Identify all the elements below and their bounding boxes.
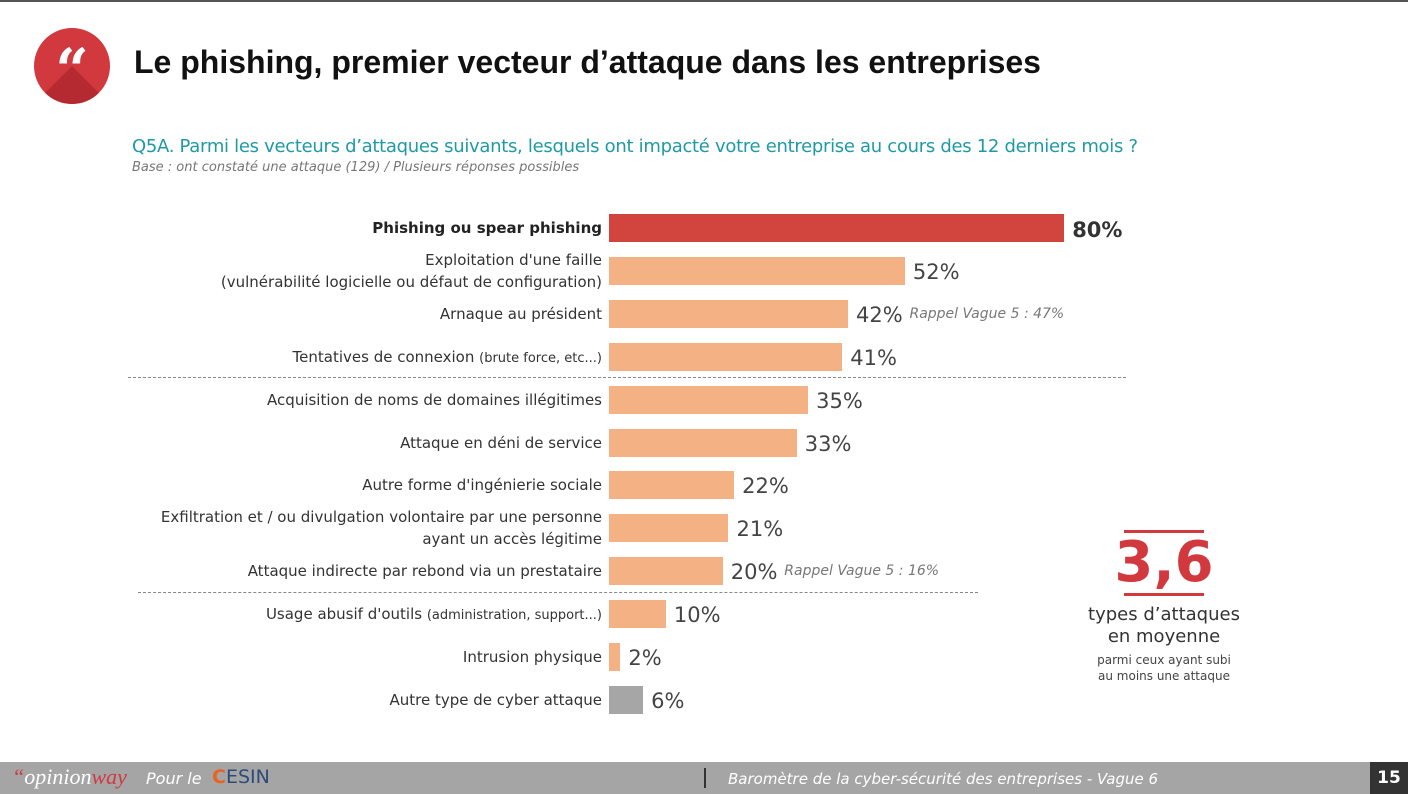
bar-value-label: 2%: [628, 646, 662, 670]
category-label: Arnaque au président: [440, 303, 602, 325]
bar: [609, 385, 809, 414]
category-label: Tentatives de connexion (brute force, et…: [293, 346, 602, 370]
logo-opinion: opinion: [24, 764, 92, 789]
bar: [609, 685, 644, 714]
group-separator: [138, 591, 978, 593]
average-value: 3,6: [1114, 530, 1214, 595]
category-label: Phishing ou spear phishing: [372, 217, 602, 239]
bar: [609, 299, 848, 328]
bar: [609, 600, 666, 629]
bar-value-label: 6%: [651, 688, 685, 713]
category-label-line2: ayant un accès légitime: [422, 530, 602, 549]
category-label-text: Exfiltration et / ou divulgation volonta…: [160, 508, 602, 527]
bar: [609, 342, 843, 371]
bar: [609, 471, 735, 500]
bar-value-label: 21%: [736, 517, 784, 542]
bar: [609, 643, 621, 671]
category-label-text: Tentatives de connexion (brute force, et…: [292, 347, 602, 366]
bar: [609, 214, 1065, 242]
cesin-rest: ESIN: [225, 766, 270, 788]
category-label: Autre forme d'ingénierie sociale: [362, 474, 602, 496]
rappel-note: Rappel Vague 5 : 16%: [784, 563, 940, 580]
quote-logo-icon: “: [34, 28, 110, 104]
bar-value-label: 80%: [1072, 218, 1123, 242]
cesin-logo: CESIN: [212, 766, 270, 788]
logo-way: way: [91, 764, 127, 789]
question-base: Base : ont constaté une attaque (129) / …: [132, 160, 580, 175]
category-label: Exploitation d'une faille (vulnérabilité …: [221, 249, 602, 293]
question-text: Q5A. Parmi les vecteurs d’attaques suiva…: [132, 136, 1138, 157]
category-label-text: Arnaque au président: [439, 304, 602, 323]
category-label-line2: (vulnérabilité logicielle ou défaut de c…: [220, 272, 602, 291]
category-label-text: Acquisition de noms de domaines illégiti…: [267, 390, 602, 409]
footer: “opinionway Pour le CESIN Baromètre de l…: [0, 762, 1408, 794]
bar-value-label: 41%: [850, 345, 897, 370]
bar-chart: Phishing ou spear phishing 80% Exploitatio…: [128, 214, 1126, 714]
bar: [609, 256, 905, 285]
category-label-text: Autre type de cyber attaque: [389, 690, 603, 709]
category-label: Attaque en déni de service: [400, 432, 602, 454]
bar: [609, 514, 729, 543]
average-line2: en moyenne: [1107, 626, 1221, 647]
rappel-note: Rappel Vague 5 : 47%: [909, 305, 1065, 322]
category-label-text: Phishing ou spear phishing: [372, 219, 602, 237]
bar-value-label: 20%: [730, 560, 778, 585]
category-label-text: Attaque en déni de service: [400, 433, 602, 452]
category-label: Attaque indirecte par rebond via un pres…: [248, 560, 602, 582]
average-top-rule: [1124, 530, 1204, 533]
category-label: Usage abusif d'outils (administration, s…: [266, 603, 602, 627]
bar: [609, 557, 723, 586]
opinionway-logo: “opinionway: [12, 764, 127, 790]
average-sub2: au moins une attaque: [1098, 669, 1230, 683]
bar: [609, 428, 797, 457]
category-label-text: Intrusion physique: [462, 648, 602, 666]
category-label-text: Exploitation d'une faille: [425, 250, 602, 269]
bar-value-label: 33%: [804, 431, 852, 456]
top-rule: [0, 0, 1408, 2]
category-label-small: (brute force, etc...): [479, 350, 602, 366]
barometer-text: Baromètre de la cyber-sécurité des entre…: [728, 770, 1159, 788]
cesin-c: C: [212, 766, 226, 788]
page-title: Le phishing, premier vecteur d’attaque d…: [134, 44, 1041, 80]
page-number: 15: [1370, 762, 1408, 794]
footer-separator: [704, 768, 706, 788]
bar-value-label: 22%: [742, 474, 789, 499]
average-line1: types d’attaques: [1088, 604, 1240, 625]
quote-glyph: “: [55, 36, 89, 104]
bar-value-label: 52%: [912, 259, 960, 284]
category-label: Intrusion physique: [463, 646, 602, 668]
pour-le-text: Pour le: [146, 769, 202, 788]
logo-quote: “: [12, 764, 25, 789]
category-label: Exfiltration et / ou divulgation volonta…: [161, 506, 602, 550]
category-label-text: Attaque indirecte par rebond via un pres…: [247, 562, 602, 581]
category-label: Acquisition de noms de domaines illégiti…: [267, 389, 602, 411]
category-label: Autre type de cyber attaque: [390, 689, 603, 711]
average-box: 3,6 types d’attaques en moyenne parmi ce…: [1080, 530, 1248, 684]
average-sub1: parmi ceux ayant subi: [1097, 653, 1231, 667]
category-label-text: Autre forme d'ingénierie sociale: [362, 476, 602, 495]
bar-value-label: 10%: [673, 603, 721, 628]
category-label-small: (administration, support...): [426, 608, 602, 624]
bar-value-label: 42%: [855, 302, 903, 327]
group-separator: [128, 377, 1126, 379]
bar-value-label: 35%: [816, 388, 863, 413]
category-label-text: Usage abusif d'outils (administration, s…: [265, 605, 602, 624]
average-bottom-rule: [1124, 593, 1204, 596]
